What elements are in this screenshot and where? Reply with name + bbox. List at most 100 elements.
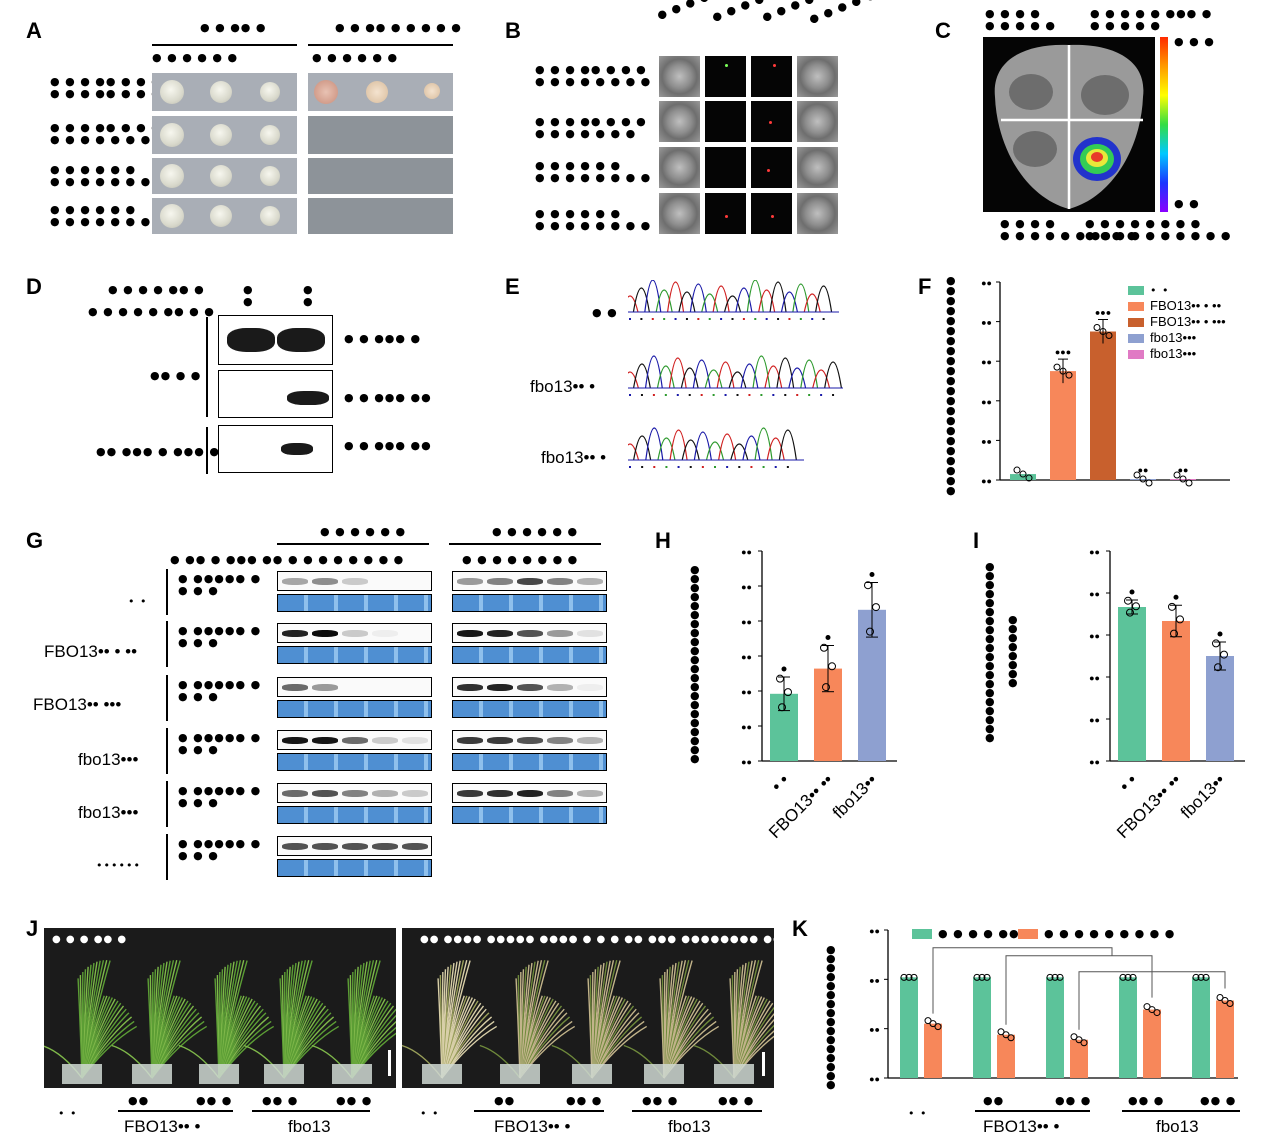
- e-peak: [681, 439, 700, 461]
- i-bar: [1118, 607, 1146, 761]
- e-peak: [735, 287, 753, 313]
- k-point: [934, 1023, 942, 1031]
- j-oe1-right: ●●: [494, 1094, 516, 1107]
- d-blot-1: [218, 315, 333, 365]
- e-base: [765, 318, 768, 320]
- i-point: [1212, 639, 1220, 648]
- e-peak: [803, 293, 821, 313]
- g-band: [547, 630, 573, 637]
- h-point: [778, 703, 786, 712]
- a-row1-label: ● ● ● ●● ● ● ● ● ● ● ●● ● ● ●: [50, 75, 162, 100]
- a-plate-3-left: [152, 158, 297, 194]
- e-base: [742, 318, 745, 320]
- j-scalebar: [762, 1052, 765, 1076]
- j-plant: [111, 960, 208, 1084]
- j-oe-group-left: FBO13•• •: [124, 1117, 201, 1136]
- e-base: [822, 318, 825, 320]
- g-band: [517, 578, 543, 585]
- h-point: [820, 643, 828, 652]
- e-peak: [730, 443, 749, 461]
- j-photo-after-label: ●● ●●●● ●●●●● ●●●● ● ● ● ●● ●●● ●●●●●●●●…: [420, 934, 817, 945]
- b-cell-gfp: [704, 146, 747, 189]
- e-base: [786, 466, 789, 468]
- i-bar: [1162, 621, 1190, 761]
- g-time-label: ● ●● ● ●●● ●●: [170, 553, 284, 566]
- a-row3-label: ● ● ● ● ● ● ● ● ● ● ● ● ● ●: [50, 163, 167, 188]
- h-chart: ●●●●●●●●●●●●●●• •FBO13•• ••fbo13••: [741, 547, 897, 842]
- e-peak: [766, 437, 785, 461]
- g-band: [457, 790, 483, 797]
- k-point: [1153, 1009, 1161, 1017]
- g-band: [402, 684, 428, 691]
- b-cell-gfp: [704, 55, 747, 98]
- g-loading-control: [277, 859, 432, 877]
- a-plate-2-left: [152, 116, 297, 154]
- k-oe1-label: ●●: [983, 1094, 1005, 1107]
- g-band: [402, 843, 428, 850]
- a-plate-4-right: [308, 198, 453, 234]
- g-bracket: [166, 728, 168, 774]
- e-peak: [754, 427, 773, 461]
- g-band: [402, 578, 428, 585]
- c-bottom-left-label: ● ● ● ● ● ● ● ● ● ● ●●● ●: [1000, 217, 1138, 242]
- f-sig: ●●●: [1095, 308, 1111, 318]
- e-base: [629, 394, 631, 396]
- i-point: [1124, 596, 1132, 605]
- e-peak: [815, 285, 833, 313]
- e-peak: [824, 361, 843, 389]
- f-point: [1185, 479, 1193, 487]
- h-y-tick-label: ●●: [741, 652, 752, 662]
- e-base: [663, 318, 666, 320]
- f-sig: ●●: [1138, 465, 1149, 475]
- d-bracket-1: [206, 317, 208, 417]
- f-legend-5: fbo13•••: [1150, 346, 1197, 361]
- k-point: [1216, 994, 1224, 1002]
- e-peak: [632, 363, 651, 389]
- f-y-tick-label: ●●: [981, 318, 992, 328]
- panel-label-a: A: [26, 18, 42, 43]
- f-sig: ●●●: [1055, 347, 1071, 357]
- k-point: [997, 1028, 1005, 1036]
- c-top-right-label: ● ● ● ● ● ●●● ● ● ● ● ● ●: [1090, 7, 1213, 32]
- g-loading-control: [277, 594, 432, 612]
- g-band: [312, 737, 338, 744]
- i-y-tick-label: ●●: [1089, 757, 1100, 767]
- k-bar: [1046, 977, 1064, 1078]
- e-peak: [678, 291, 696, 313]
- j-ko2-left: ●● ●: [336, 1094, 373, 1107]
- j-oe2-right: ●● ●: [566, 1094, 603, 1107]
- g-band: [487, 630, 513, 637]
- g-blot: [452, 677, 607, 697]
- a-colony: [260, 82, 280, 102]
- a-colony: [210, 205, 232, 227]
- k-point: [1080, 1039, 1088, 1047]
- i-y-tick-label: ●●: [1089, 631, 1100, 641]
- e-wt-label: ● ●: [592, 306, 618, 319]
- a-colony: [314, 80, 338, 104]
- k-line: [1122, 1110, 1240, 1112]
- f-y-tick-label: ●●: [981, 357, 992, 367]
- g-band: [282, 578, 308, 585]
- e-peak: [718, 433, 737, 461]
- f-legend-4: fbo13•••: [1150, 330, 1197, 345]
- f-point: [1105, 332, 1113, 339]
- g-header-right: ● ● ● ● ● ●: [492, 525, 579, 538]
- b-cell-rfp: [750, 55, 793, 98]
- i-point: [1214, 663, 1222, 672]
- f-legend-1: • •: [1150, 284, 1170, 297]
- f-point: [1093, 324, 1101, 331]
- g-bracket: [166, 621, 168, 667]
- g-band: [547, 684, 573, 691]
- f-ylabel: ●●●●●●●●●●●●●●●●●●●●●●: [946, 274, 957, 497]
- d-blot-3: [218, 425, 333, 473]
- g-antibody-label: ● ●●●●● ● ● ● ●: [178, 624, 262, 649]
- d-lane-2: ● ●: [303, 283, 314, 308]
- g-band: [402, 630, 428, 637]
- g-band: [372, 790, 398, 797]
- k-bar: [1119, 977, 1137, 1078]
- d-ip-label: ●● ●●● ● ●●● ●: [96, 445, 220, 458]
- f-point: [1053, 363, 1061, 371]
- e-base: [720, 318, 723, 320]
- k-bar: [1192, 977, 1210, 1078]
- j-plants-after: [401, 960, 790, 1084]
